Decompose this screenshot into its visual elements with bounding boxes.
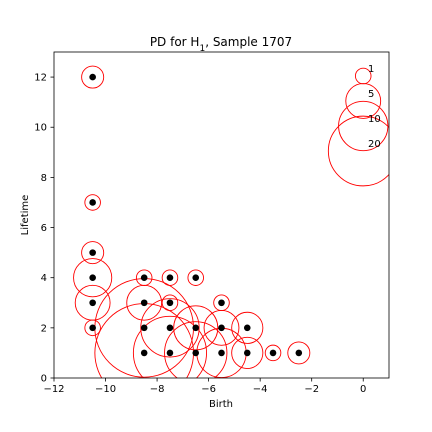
- x-tick-label: −10: [95, 384, 116, 395]
- multiplicity-ring: [126, 284, 163, 321]
- data-point: [89, 199, 96, 206]
- data-point: [192, 324, 200, 332]
- data-point: [269, 349, 277, 357]
- data-point: [192, 274, 200, 281]
- data-point: [89, 299, 96, 307]
- y-tick-label: 10: [34, 123, 47, 134]
- multiplicity-ring: [264, 344, 282, 362]
- data-point: [166, 324, 174, 332]
- multiplicity-ring: [84, 194, 101, 211]
- y-axis-ticks: 0 2 4 6 8 10 12: [34, 73, 54, 385]
- y-tick-label: 0: [41, 374, 47, 385]
- size-legend-label: 20: [368, 139, 381, 150]
- data-point: [218, 299, 225, 307]
- chart-title-subscript: 1: [199, 44, 205, 54]
- size-legend-label: 10: [368, 114, 381, 125]
- x-tick-label: −6: [201, 384, 216, 395]
- multiplicity-ring: [140, 298, 200, 358]
- y-axis-label: Lifetime: [20, 195, 31, 236]
- data-point: [218, 349, 225, 357]
- data-point: [140, 274, 148, 281]
- multiplicity-ring: [203, 309, 240, 346]
- size-legend-ring: [345, 83, 382, 119]
- multiplicity-ring: [161, 294, 179, 312]
- data-point: [89, 249, 96, 256]
- multiplicity-ring: [164, 321, 228, 378]
- data-point: [218, 324, 225, 332]
- data-point: [166, 349, 174, 357]
- multiplicity-ring: [84, 319, 101, 337]
- data-point: [243, 349, 251, 357]
- data-point: [140, 299, 148, 307]
- data-point: [166, 274, 174, 281]
- x-tick-label: −8: [150, 384, 165, 395]
- size-legend-label: 1: [368, 64, 374, 75]
- x-axis-label: Birth: [209, 399, 233, 410]
- multiplicity-ring: [81, 241, 105, 265]
- multiplicity-ring: [73, 258, 113, 298]
- size-legend-label: 5: [368, 89, 374, 100]
- x-tick-label: −2: [304, 384, 319, 395]
- multiplicity-ring: [161, 269, 179, 286]
- data-point: [140, 324, 148, 332]
- chart-title-suffix: , Sample 1707: [205, 35, 292, 49]
- data-point: [192, 349, 200, 357]
- axes-frame: [53, 51, 390, 379]
- x-tick-label: 0: [360, 384, 366, 395]
- chart-title-prefix: PD for H: [150, 35, 200, 49]
- size-legend: [327, 67, 389, 187]
- x-tick-label: −12: [43, 384, 64, 395]
- data-point: [243, 324, 251, 332]
- multiplicity-ring: [132, 315, 207, 378]
- data-point: [89, 274, 96, 281]
- data-point: [166, 299, 174, 307]
- y-tick-label: 8: [41, 173, 47, 184]
- multiplicity-ring: [81, 65, 105, 89]
- chart-title: PD for H1, Sample 1707: [150, 35, 292, 54]
- x-tick-label: −4: [253, 384, 268, 395]
- multiplicity-ring: [231, 336, 264, 369]
- data-points: [89, 73, 303, 357]
- multiplicity-ring: [231, 311, 264, 344]
- y-tick-label: 2: [41, 323, 47, 334]
- data-point: [89, 324, 96, 332]
- size-legend-labels: 1 5 10 20: [368, 64, 381, 150]
- y-tick-label: 4: [41, 273, 47, 284]
- y-tick-label: 6: [41, 223, 47, 234]
- multiplicity-ring: [287, 341, 311, 365]
- x-axis-ticks: −12 −10 −8 −6 −4 −2 0: [43, 378, 366, 395]
- size-legend-ring: [327, 115, 389, 187]
- data-point: [295, 349, 303, 357]
- data-point: [140, 349, 148, 357]
- multiplicity-ring: [187, 269, 204, 286]
- y-tick-label: 12: [34, 73, 47, 84]
- data-point: [89, 73, 96, 81]
